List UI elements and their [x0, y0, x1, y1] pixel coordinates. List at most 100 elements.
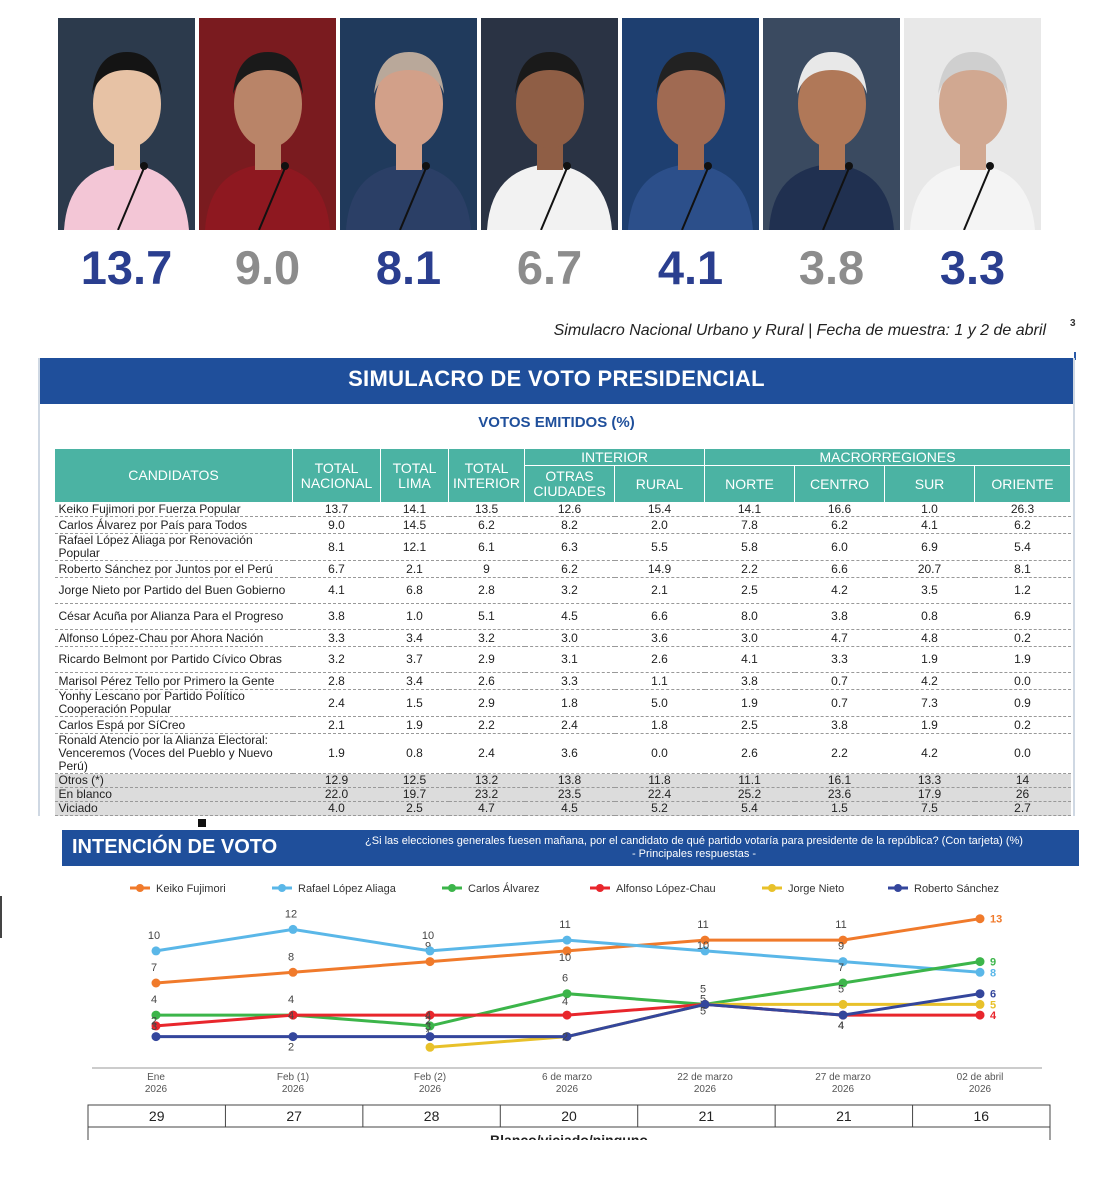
data-label: 11 [559, 919, 570, 931]
data-label: 9 [838, 941, 844, 953]
data-point [151, 1021, 161, 1031]
data-point [838, 957, 848, 967]
data-label: 2 [288, 1042, 294, 1054]
candidate-photos [58, 18, 1041, 230]
marker-square [198, 819, 206, 827]
data-label: 7 [838, 962, 844, 974]
value-cell: 4.2 [884, 672, 975, 690]
value-cell: 4.0 [292, 801, 381, 816]
value-cell: 2.6 [448, 672, 525, 690]
candidate-percentage: 8.1 [375, 241, 442, 294]
table-row: En blanco 22.0 19.7 23.2 23.5 22.4 25.2 23.6 17.… [54, 787, 1071, 802]
page-mark: 3 [1070, 318, 1076, 329]
value-cell: 0.0 [974, 672, 1071, 690]
data-point [562, 1032, 572, 1042]
value-cell: 14.1 [380, 502, 449, 517]
candidate-name-cell: Roberto Sánchez por Juntos por el Perú [54, 560, 293, 578]
value-cell: 3.3 [292, 629, 381, 647]
value-cell: 5.2 [614, 801, 705, 816]
data-label: 5 [700, 993, 706, 1005]
value-cell: 4.2 [794, 577, 885, 604]
value-cell: 3.7 [380, 646, 449, 673]
footer-value: 27 [286, 1108, 302, 1124]
footer-value: 16 [973, 1108, 989, 1124]
value-cell: 0.7 [794, 672, 885, 690]
value-cell: 14.5 [380, 516, 449, 534]
value-cell: 8.0 [704, 603, 795, 630]
value-cell: 12.1 [380, 533, 449, 561]
header-otras-ciudades: OTRAS CIUDADES [524, 465, 615, 503]
value-cell: 26 [974, 787, 1071, 802]
data-point [562, 989, 572, 999]
value-cell: 2.0 [614, 516, 705, 534]
header-group-macrorregiones: MACRORREGIONES [704, 448, 1072, 466]
value-cell: 23.6 [794, 787, 885, 802]
value-cell: 2.4 [292, 689, 381, 717]
legend-marker [596, 884, 604, 892]
data-label: 5 [700, 983, 706, 995]
data-point [288, 1010, 298, 1020]
value-cell: 6.2 [974, 516, 1071, 534]
value-cell: 6.2 [448, 516, 525, 534]
simulation-table-panel: SIMULACRO DE VOTO PRESIDENCIAL VOTOS EMI… [38, 358, 1075, 816]
x-tick-label: 02 de abril [957, 1072, 1004, 1083]
value-cell: 11.1 [704, 773, 795, 788]
data-label: 11 [835, 919, 846, 931]
value-cell: 0.8 [884, 603, 975, 630]
value-cell: 1.9 [292, 733, 381, 774]
x-tick-label: Feb (2) [414, 1072, 446, 1083]
candidate-name-cell: Carlos Álvarez por País para Todos [54, 516, 293, 534]
sample-caption: Simulacro Nacional Urbano y Rural | Fech… [553, 322, 1046, 339]
value-cell: 1.1 [614, 672, 705, 690]
value-cell: 1.5 [794, 801, 885, 816]
value-cell: 0.7 [794, 689, 885, 717]
value-cell: 4.8 [884, 629, 975, 647]
value-cell: 4.1 [884, 516, 975, 534]
data-point [288, 1032, 298, 1042]
value-cell: 6.9 [974, 603, 1071, 630]
table-row: Jorge Nieto por Partido del Buen Gobiern… [54, 577, 1071, 604]
results-body: Keiko Fujimori por Fuerza Popular 13.7 14.… [54, 502, 1071, 816]
data-point [151, 946, 161, 956]
table-row: Keiko Fujimori por Fuerza Popular 13.7 14.… [54, 502, 1071, 517]
value-cell: 1.9 [884, 716, 975, 734]
x-tick-label: 6 de marzo [542, 1072, 592, 1083]
value-cell: 7.8 [704, 516, 795, 534]
value-cell: 2.5 [704, 577, 795, 604]
value-cell: 2.2 [794, 733, 885, 774]
data-point [151, 978, 161, 988]
table-row: Ronald Atencio por la Alianza Electoral:… [54, 733, 1071, 774]
header-norte: NORTE [704, 465, 796, 503]
data-point [562, 1010, 572, 1020]
trend-question-sub: - Principales respuestas - [631, 848, 757, 860]
data-label: 6 [562, 973, 568, 985]
data-label: 13 [990, 914, 1002, 926]
data-point [838, 1010, 848, 1020]
value-cell: 2.5 [704, 716, 795, 734]
value-cell: 23.5 [524, 787, 615, 802]
candidate-name-cell: Ricardo Belmont por Partido Cívico Obras [54, 646, 293, 673]
data-label: 4 [151, 994, 157, 1006]
data-label: 4 [288, 994, 294, 1006]
value-cell: 1.0 [380, 603, 449, 630]
candidate-photo [58, 18, 195, 230]
data-point [562, 946, 572, 956]
data-point [425, 1021, 435, 1031]
value-cell: 1.2 [974, 577, 1071, 604]
legend-marker [278, 884, 286, 892]
value-cell: 2.1 [292, 716, 381, 734]
value-cell: 3.8 [794, 716, 885, 734]
footer-value: 29 [149, 1108, 165, 1124]
value-cell: 4.5 [524, 801, 615, 816]
data-point [425, 946, 435, 956]
value-cell: 6.0 [794, 533, 885, 561]
value-cell: 3.5 [884, 577, 975, 604]
value-cell: 5.5 [614, 533, 705, 561]
candidate-name-cell: Viciado [54, 801, 293, 816]
candidate-name-cell: Jorge Nieto por Partido del Buen Gobiern… [54, 577, 293, 604]
table-row: Ricardo Belmont por Partido Cívico Obras… [54, 646, 1071, 673]
candidate-percentage: 4.1 [657, 241, 724, 294]
value-cell: 13.3 [884, 773, 975, 788]
data-label: 10 [148, 930, 160, 942]
header-rural: RURAL [613, 465, 706, 503]
